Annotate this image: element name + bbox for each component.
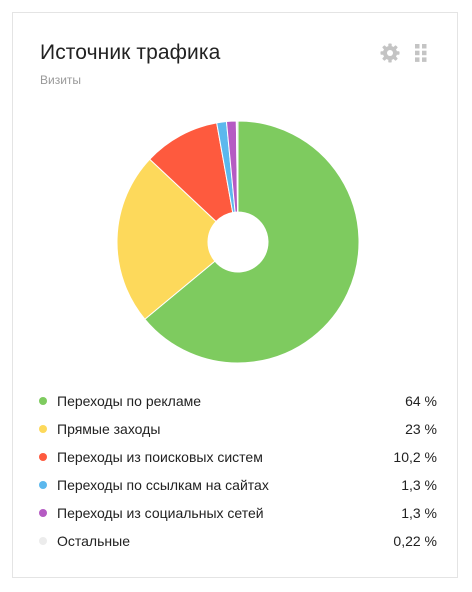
legend-value: 1,3 % [401,477,437,493]
traffic-source-widget: Источник трафика Визиты [12,12,458,578]
legend-label: Переходы по рекламе [57,393,202,409]
widget-toolbar [380,43,431,63]
legend-color-dot [39,537,47,545]
legend-label: Остальные [57,533,130,549]
legend-color-dot [39,453,47,461]
legend-color-dot [39,425,47,433]
legend-value: 23 % [405,421,437,437]
legend-value: 1,3 % [401,505,437,521]
legend-color-dot [39,509,47,517]
gear-icon[interactable] [380,43,400,63]
widget-title: Источник трафика [40,41,221,64]
chart-legend: Переходы по рекламе 64 % Прямые заходы 23 %… [39,387,437,555]
legend-item[interactable]: Переходы из поисковых систем 10,2 % [39,443,437,471]
legend-label: Прямые заходы [57,421,161,437]
legend-item[interactable]: Прямые заходы 23 % [39,415,437,443]
legend-item[interactable]: Переходы по рекламе 64 % [39,387,437,415]
legend-value: 0,22 % [393,533,437,549]
legend-value: 10,2 % [393,449,437,465]
legend-label: Переходы из поисковых систем [57,449,263,465]
legend-value: 64 % [405,393,437,409]
drag-handle-icon[interactable] [411,43,431,63]
legend-item[interactable]: Переходы по ссылкам на сайтах 1,3 % [39,471,437,499]
legend-item[interactable]: Переходы из социальных сетей 1,3 % [39,499,437,527]
widget-subtitle: Визиты [40,73,82,87]
traffic-pie-chart [116,120,360,364]
legend-label: Переходы по ссылкам на сайтах [57,477,269,493]
legend-item[interactable]: Остальные 0,22 % [39,527,437,555]
legend-color-dot [39,397,47,405]
pie-slice[interactable] [116,158,217,320]
legend-label: Переходы из социальных сетей [57,505,264,521]
pie-slice[interactable] [144,120,360,364]
legend-color-dot [39,481,47,489]
pie-slice[interactable] [235,120,239,213]
